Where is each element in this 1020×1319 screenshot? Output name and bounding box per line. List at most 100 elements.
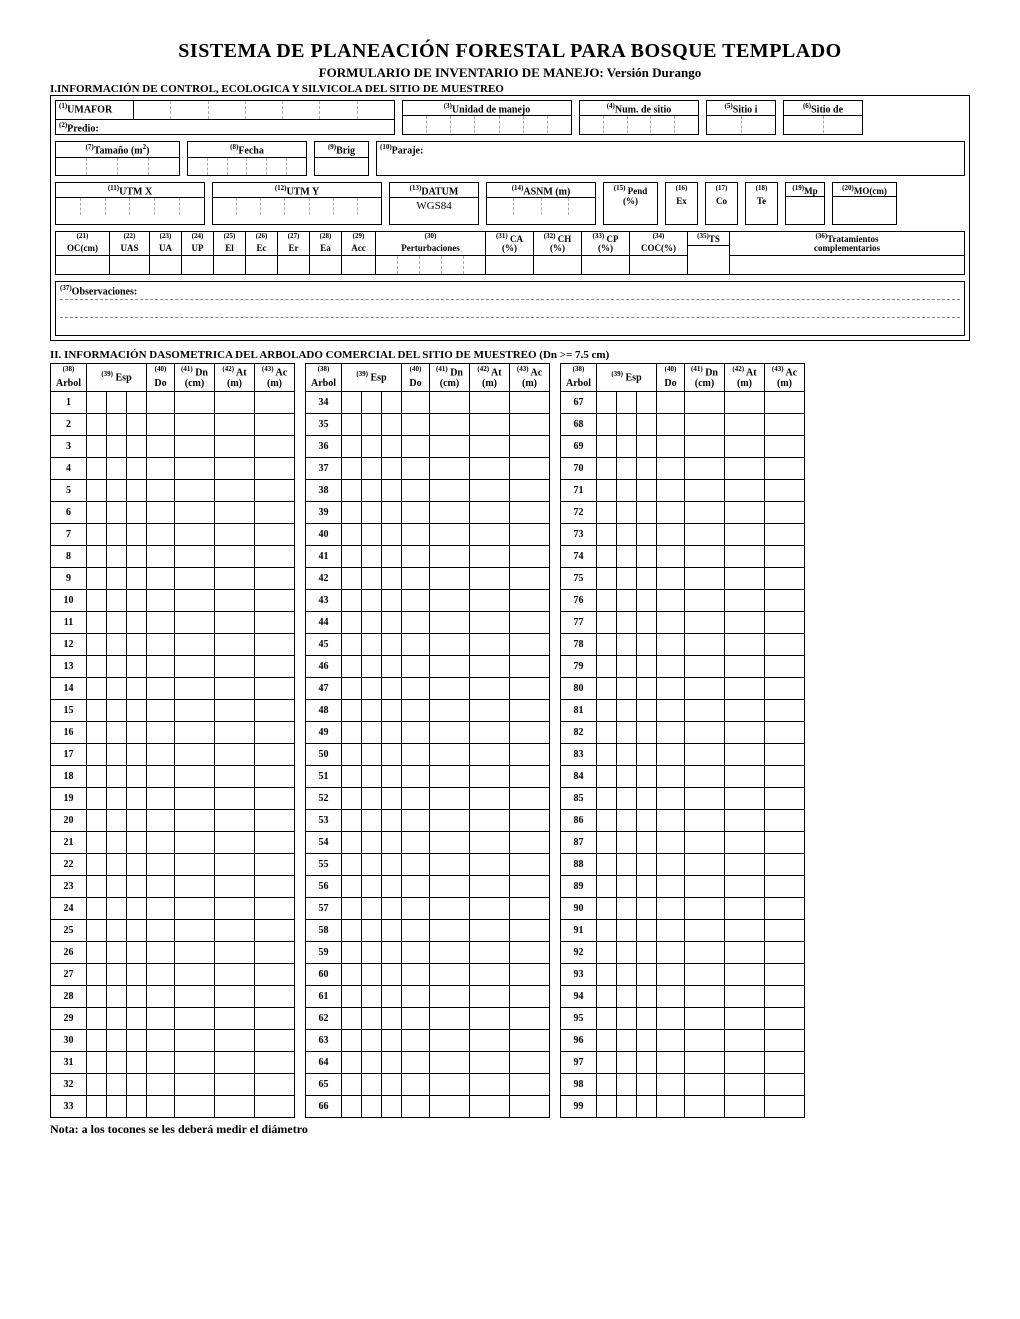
table-row: 2: [51, 414, 295, 436]
table-row: 10: [51, 590, 295, 612]
table-row: 9: [51, 568, 295, 590]
table-row: 67: [561, 392, 805, 414]
table-row: 44: [306, 612, 550, 634]
table-row: 74: [561, 546, 805, 568]
table-row: 52: [306, 788, 550, 810]
table-row: 71: [561, 480, 805, 502]
table-row: 65: [306, 1074, 550, 1096]
table-row: 42: [306, 568, 550, 590]
table-row: 55: [306, 854, 550, 876]
table-row: 16: [51, 722, 295, 744]
fld-utmy: (12)UTM Y: [212, 182, 382, 225]
table-row: 53: [306, 810, 550, 832]
table-row: 50: [306, 744, 550, 766]
table-row: 39: [306, 502, 550, 524]
table-row: 41: [306, 546, 550, 568]
table-row: 80: [561, 678, 805, 700]
fld-co: (17)Co: [705, 182, 738, 225]
fld-row-d: (21)OC(cm) (22)UAS (23)UA (24)UP (25)El …: [55, 231, 965, 275]
table-row: 78: [561, 634, 805, 656]
table-row: 94: [561, 986, 805, 1008]
table-row: 8: [51, 546, 295, 568]
table-row: 46: [306, 656, 550, 678]
table-row: 15: [51, 700, 295, 722]
table-row: 21: [51, 832, 295, 854]
table-row: 63: [306, 1030, 550, 1052]
table-row: 32: [51, 1074, 295, 1096]
fld-datum: (13)DATUM WGS84: [389, 182, 479, 225]
table-row: 66: [306, 1096, 550, 1118]
table-row: 24: [51, 898, 295, 920]
table-row: 99: [561, 1096, 805, 1118]
table-row: 73: [561, 524, 805, 546]
table-row: 82: [561, 722, 805, 744]
table-row: 92: [561, 942, 805, 964]
table-row: 17: [51, 744, 295, 766]
section1-header: I.INFORMACIÓN DE CONTROL, ECOLOGICA Y SI…: [50, 83, 970, 95]
fld-unidad: (3)Unidad de manejo: [402, 100, 572, 135]
table-row: 88: [561, 854, 805, 876]
table-row: 4: [51, 458, 295, 480]
table-row: 43: [306, 590, 550, 612]
fld-observaciones: (37)Observaciones:: [55, 281, 965, 336]
section2-tables: (38)Arbol (39) Esp (40)Do (41) Dn(cm) (4…: [50, 363, 970, 1118]
table-row: 61: [306, 986, 550, 1008]
table-row: 47: [306, 678, 550, 700]
table-row: 56: [306, 876, 550, 898]
table-row: 18: [51, 766, 295, 788]
table-row: 22: [51, 854, 295, 876]
table-row: 77: [561, 612, 805, 634]
table-row: 83: [561, 744, 805, 766]
table-row: 19: [51, 788, 295, 810]
table-row: 1: [51, 392, 295, 414]
table-row: 85: [561, 788, 805, 810]
table-row: 68: [561, 414, 805, 436]
table-row: 60: [306, 964, 550, 986]
table-row: 57: [306, 898, 550, 920]
tree-table-2: (38)Arbol (39) Esp (40)Do (41) Dn(cm) (4…: [305, 363, 550, 1118]
fld-pend: (15) Pend(%): [603, 182, 658, 225]
table-row: 13: [51, 656, 295, 678]
tree-table-3: (38)Arbol (39) Esp (40)Do (41) Dn(cm) (4…: [560, 363, 805, 1118]
table-row: 12: [51, 634, 295, 656]
table-row: 20: [51, 810, 295, 832]
table-row: 30: [51, 1030, 295, 1052]
table-row: 58: [306, 920, 550, 942]
table-row: 40: [306, 524, 550, 546]
table-row: 45: [306, 634, 550, 656]
table-row: 49: [306, 722, 550, 744]
table-row: 3: [51, 436, 295, 458]
table-row: 28: [51, 986, 295, 1008]
table-row: 79: [561, 656, 805, 678]
table-row: 98: [561, 1074, 805, 1096]
fld-sitiode: (6)Sitio de: [783, 100, 863, 135]
table-row: 29: [51, 1008, 295, 1030]
table-row: 96: [561, 1030, 805, 1052]
fld-ex: (16)Ex: [665, 182, 698, 225]
page-title: SISTEMA DE PLANEACIÓN FORESTAL PARA BOSQ…: [50, 40, 970, 63]
table-row: 36: [306, 436, 550, 458]
fld-brig: (9)Brig: [314, 141, 369, 175]
fld-sitioi: (5)Sitio i: [706, 100, 776, 135]
table-row: 84: [561, 766, 805, 788]
table-row: 75: [561, 568, 805, 590]
table-row: 86: [561, 810, 805, 832]
table-row: 62: [306, 1008, 550, 1030]
table-row: 51: [306, 766, 550, 788]
table-row: 95: [561, 1008, 805, 1030]
fld-te: (18)Te: [745, 182, 778, 225]
section2-header: II. INFORMACIÓN DASOMETRICA DEL ARBOLADO…: [50, 349, 970, 361]
table-row: 48: [306, 700, 550, 722]
table-row: 11: [51, 612, 295, 634]
table-row: 31: [51, 1052, 295, 1074]
table-row: 33: [51, 1096, 295, 1118]
table-row: 27: [51, 964, 295, 986]
section1-container: (1)UMAFOR (2)Predio: (3)Unidad de manejo…: [50, 95, 970, 341]
table-row: 35: [306, 414, 550, 436]
table-row: 38: [306, 480, 550, 502]
table-row: 37: [306, 458, 550, 480]
table-row: 69: [561, 436, 805, 458]
fld-mp: (19)Mp: [785, 182, 825, 225]
table-row: 87: [561, 832, 805, 854]
table-row: 5: [51, 480, 295, 502]
